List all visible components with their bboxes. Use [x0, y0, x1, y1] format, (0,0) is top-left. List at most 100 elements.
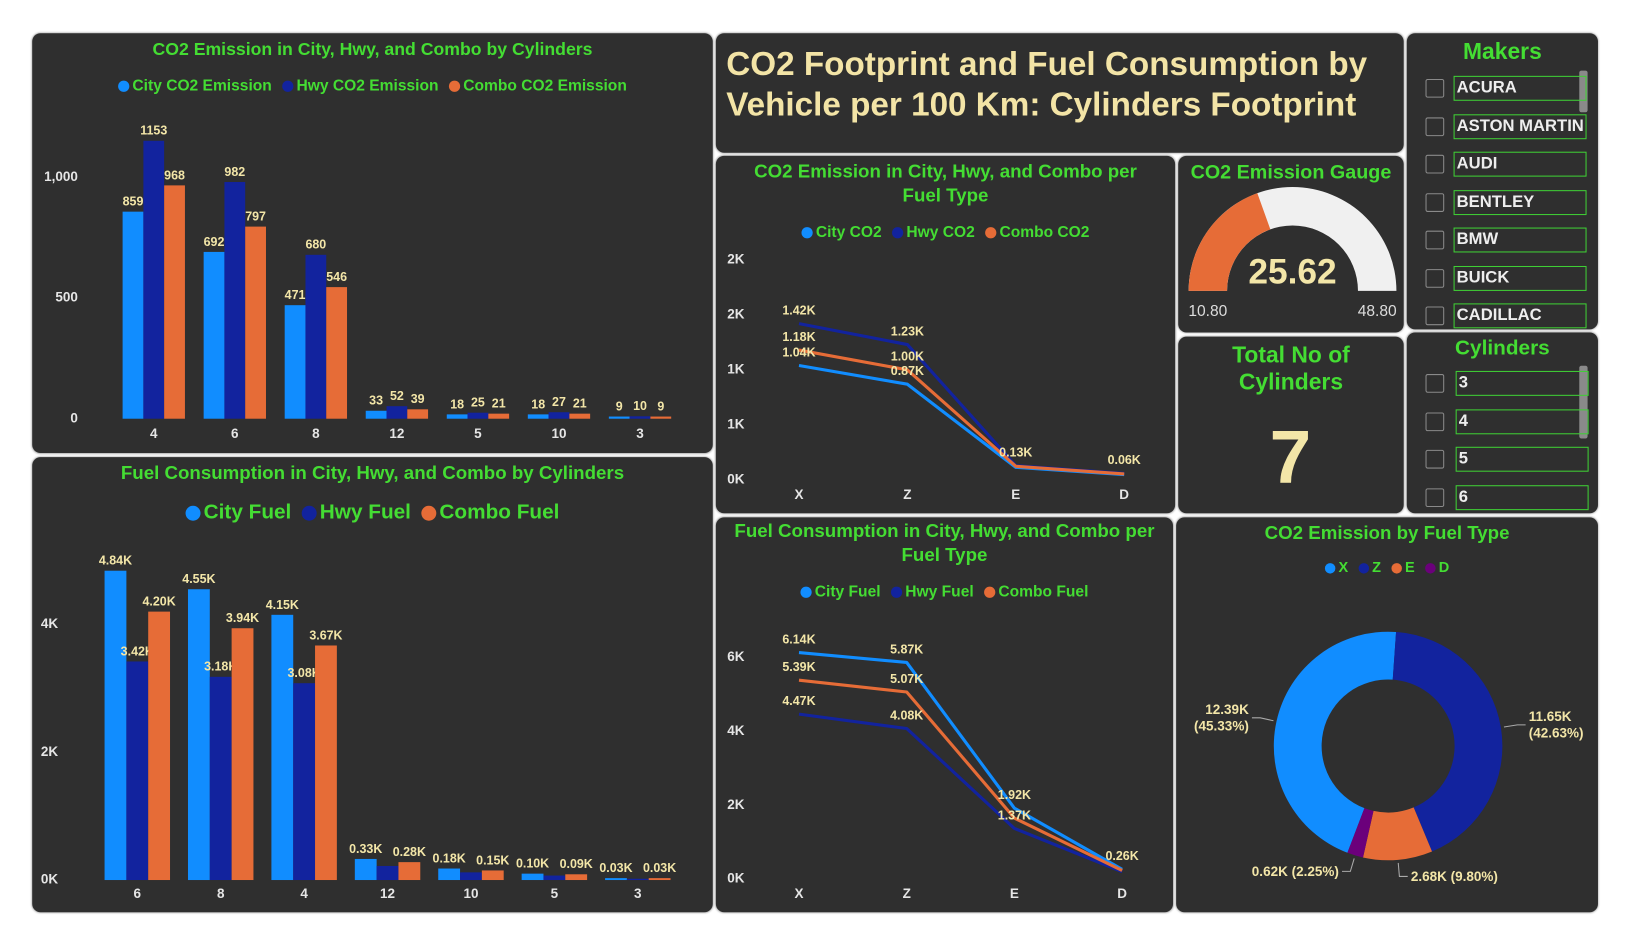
data-label: 33	[369, 394, 383, 408]
slicer-item[interactable]: AUDI	[1453, 151, 1587, 177]
data-label: 4.84K	[99, 554, 132, 568]
data-label: 1.04K	[782, 345, 815, 359]
bar	[407, 409, 429, 419]
x-tick-label: Z	[903, 886, 911, 901]
slicer-item[interactable]: BENTLEY	[1453, 189, 1587, 215]
slicer-item[interactable]: ACURA	[1453, 75, 1587, 101]
y-tick-label: 0K	[41, 872, 59, 887]
checkbox[interactable]	[1425, 488, 1445, 507]
data-label: 3.94K	[226, 611, 259, 625]
checkbox[interactable]	[1425, 268, 1445, 288]
legend-label: Hwy Fuel	[905, 583, 973, 600]
bar	[446, 414, 468, 419]
bar	[467, 412, 489, 419]
data-label: 4.20K	[142, 595, 175, 609]
chart-title: Fuel Consumption in City, Hwy, and Combo…	[120, 462, 625, 484]
data-label: 25	[471, 396, 485, 410]
legend-label: Z	[1372, 560, 1381, 576]
legend-marker	[892, 227, 904, 239]
data-label: 692	[204, 235, 225, 249]
bar	[527, 414, 549, 419]
checkbox[interactable]	[1425, 306, 1445, 326]
legend-label: City Fuel	[204, 501, 292, 524]
legend-label: Hwy Fuel	[320, 501, 411, 524]
slicer-item[interactable]: 5	[1455, 446, 1589, 472]
bar	[386, 406, 408, 419]
slicer-item[interactable]: ASTON MARTIN	[1453, 113, 1587, 139]
scrollbar[interactable]	[1579, 365, 1588, 439]
panel: Makers ACURA ASTON MARTIN AUDI BENTLEY BMW BU…	[1406, 33, 1598, 330]
data-label: 4.15K	[266, 598, 299, 612]
legend-marker	[118, 80, 130, 92]
checkbox[interactable]	[1425, 154, 1445, 174]
slice	[1392, 631, 1503, 852]
legend-marker	[448, 80, 461, 92]
bar	[231, 628, 254, 881]
data-label: 0.15K	[476, 853, 509, 867]
slicer-item[interactable]: BUICK	[1453, 265, 1587, 291]
panel: City Fuel Hwy Fuel Combo Fuel 0K 2K 4K 6K X Z E D 6…	[715, 517, 1174, 913]
checkbox[interactable]	[1425, 450, 1445, 469]
legend-label: Combo CO2	[999, 224, 1089, 241]
checkbox[interactable]	[1425, 192, 1445, 212]
slice	[1347, 808, 1374, 858]
bar	[365, 410, 387, 419]
checkbox[interactable]	[1425, 116, 1445, 136]
y-tick-label: 2K	[727, 306, 745, 321]
leader-line	[1342, 858, 1355, 872]
legend-marker	[185, 505, 201, 521]
bar	[122, 211, 144, 419]
legend-marker	[801, 227, 813, 239]
slicer-item[interactable]: 6	[1455, 485, 1589, 510]
chart-title: CO2 Emission by Fuel Type	[1264, 522, 1510, 544]
chart: City Fuel Hwy Fuel Combo Fuel 0K 2K 4K 6 4.84K 3…	[41, 501, 676, 901]
card-value: 7	[1270, 415, 1312, 499]
checkbox[interactable]	[1425, 78, 1445, 98]
data-label: 859	[123, 195, 144, 209]
bar	[650, 416, 672, 419]
bar	[398, 862, 421, 881]
checkbox[interactable]	[1425, 374, 1445, 393]
x-tick-label: 10	[463, 886, 478, 901]
checkbox[interactable]	[1425, 412, 1445, 431]
y-tick-label: 2K	[41, 744, 59, 759]
x-tick-label: 4	[150, 426, 158, 441]
data-label: 1.00K	[891, 350, 924, 364]
data-label: 9	[616, 399, 623, 413]
bar	[143, 140, 165, 419]
chart: 25.62 10.80 48.80	[1188, 187, 1397, 320]
chart-title: CO2 Emission Gauge	[1190, 162, 1392, 184]
data-label: 52	[390, 389, 404, 403]
checkbox[interactable]	[1425, 230, 1445, 250]
slice	[1362, 807, 1433, 861]
bar	[315, 645, 337, 881]
data-label: 982	[224, 165, 245, 179]
panel: City CO2 Emission Hwy CO2 Emission Combo C…	[32, 33, 713, 454]
legend-label: X	[1338, 560, 1348, 576]
scrollbar[interactable]	[1579, 70, 1588, 113]
data-label: 4.08K	[890, 708, 923, 722]
legend-marker	[1425, 563, 1436, 574]
data-label: 18	[450, 397, 464, 411]
slicer-item[interactable]: BMW	[1453, 227, 1587, 253]
x-tick-label: 6	[231, 426, 239, 441]
chart: City Fuel Hwy Fuel Combo Fuel 0K 2K 4K 6K X Z E D 6…	[727, 583, 1138, 901]
data-label: 5.87K	[890, 642, 923, 656]
data-label: 3.18K	[204, 660, 237, 674]
bar	[305, 254, 327, 419]
chart-title: CO2 Emission in City, Hwy, and Combo by …	[152, 39, 593, 60]
bar	[569, 413, 591, 419]
slicer-item[interactable]: 4	[1455, 408, 1589, 434]
bar	[608, 416, 630, 419]
data-label: 18	[531, 397, 545, 411]
bar	[521, 873, 544, 881]
data-label: 0.33K	[349, 842, 382, 856]
slicer-item[interactable]: CADILLAC	[1453, 303, 1587, 329]
data-label: 1.18K	[782, 330, 815, 344]
slice	[1273, 631, 1397, 853]
slicer-item[interactable]: 3	[1455, 370, 1589, 396]
bar	[548, 412, 570, 419]
data-label: 10	[633, 399, 647, 413]
bar	[187, 589, 210, 881]
